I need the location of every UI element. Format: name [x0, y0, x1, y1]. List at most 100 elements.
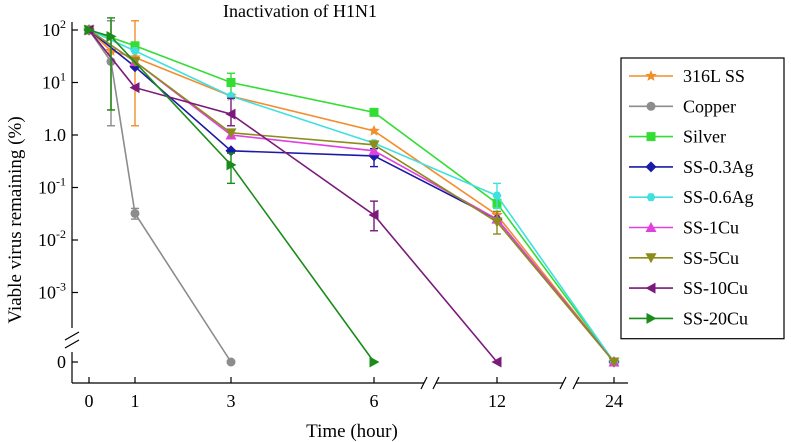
- data-point: [491, 217, 503, 228]
- legend-swatch-marker: [645, 253, 657, 264]
- series-copper: [84, 20, 236, 367]
- legend-item: SS-1Cu: [629, 218, 739, 238]
- data-point: [84, 24, 95, 36]
- x-tick-label: 0: [85, 391, 94, 411]
- y-tick-label-exponent: 1: [60, 70, 66, 84]
- series-line: [88, 29, 615, 363]
- chart-title: Inactivation of H1N1: [223, 1, 377, 21]
- y-tick-label-base: 1.0: [44, 125, 67, 145]
- legend-item: Silver: [629, 127, 726, 147]
- legend-item: 316L SS: [629, 66, 745, 86]
- legend-item: SS-5Cu: [629, 248, 739, 268]
- series-ss-20cu: [84, 17, 380, 368]
- y-axis-break-mark: [64, 331, 80, 341]
- series-ss-0-3ag: [83, 24, 620, 368]
- data-point: [369, 107, 379, 117]
- y-tick-label: 101: [42, 70, 66, 93]
- series-ss-0-6ag: [84, 26, 619, 366]
- y-tick-label-base: 10: [38, 178, 56, 198]
- legend-item: SS-10Cu: [629, 278, 748, 298]
- series-line: [88, 29, 232, 363]
- y-tick-label-base: 0: [57, 352, 66, 372]
- legend-swatch-marker: [646, 101, 656, 111]
- data-point: [608, 357, 620, 368]
- y-tick-label: 10-2: [38, 227, 66, 250]
- legend-swatch-marker: [645, 282, 656, 294]
- series-line: [88, 29, 615, 363]
- legend-label: SS-5Cu: [683, 248, 739, 268]
- legend-swatch-marker: [645, 70, 657, 81]
- legend-label: SS-0.3Ag: [683, 157, 754, 177]
- legend-label: SS-1Cu: [683, 218, 739, 238]
- y-tick-label-exponent: -2: [56, 227, 66, 241]
- series-ss-1cu: [83, 24, 620, 367]
- y-tick-label: 0: [57, 352, 66, 372]
- series-ss-10cu: [83, 24, 502, 368]
- legend-swatch-marker: [645, 161, 657, 173]
- legend-label: SS-20Cu: [683, 308, 748, 328]
- x-axis-break-mark: [559, 376, 567, 390]
- x-tick-label: 6: [370, 391, 379, 411]
- legend-label: 316L SS: [683, 66, 745, 86]
- legend-swatch-marker: [646, 312, 657, 324]
- data-point: [130, 41, 140, 51]
- plot-area: [83, 17, 620, 368]
- y-axis-break-mark: [64, 339, 80, 349]
- data-point: [368, 124, 380, 136]
- series-line: [88, 29, 375, 363]
- series-silver: [84, 25, 619, 367]
- y-tick-label-exponent: 2: [60, 17, 66, 31]
- series-line: [88, 29, 615, 363]
- x-axis-break-mark: [432, 376, 440, 390]
- x-tick-label: 3: [227, 391, 236, 411]
- data-point: [368, 209, 379, 221]
- data-point: [225, 108, 236, 120]
- data-point: [225, 128, 237, 139]
- data-point: [369, 356, 380, 368]
- data-point: [226, 357, 236, 367]
- legend-label: SS-0.6Ag: [683, 187, 754, 207]
- y-tick-label-exponent: -1: [56, 175, 66, 189]
- data-point: [491, 356, 502, 368]
- y-tick-label-exponent: -3: [56, 280, 66, 294]
- y-axis-label: Viable virus remaining (%): [5, 116, 26, 323]
- y-tick-label-base: 10: [38, 283, 56, 303]
- data-point: [130, 208, 140, 218]
- x-tick-label: 1: [131, 391, 140, 411]
- legend-item: SS-0.6Ag: [629, 187, 754, 207]
- y-tick-label-base: 10: [38, 230, 56, 250]
- legend-item: SS-0.3Ag: [629, 157, 754, 177]
- x-axis-label: Time (hour): [306, 421, 398, 442]
- series-316l-ss: [83, 20, 620, 367]
- data-point: [368, 140, 380, 151]
- legend-item: Copper: [629, 96, 736, 116]
- series-ss-5cu: [83, 25, 620, 368]
- y-tick-label-base: 10: [42, 73, 60, 93]
- series-line: [88, 29, 615, 363]
- legend-swatch-marker: [646, 132, 656, 142]
- legend-swatch-marker: [646, 193, 656, 202]
- y-tick-label: 102: [42, 17, 66, 40]
- legend-label: Silver: [683, 127, 726, 147]
- legend-item: SS-20Cu: [629, 308, 748, 328]
- data-point: [492, 191, 502, 200]
- x-axis-break-mark: [420, 376, 428, 390]
- y-tick-label: 10-3: [38, 280, 66, 303]
- y-tick-label: 10-1: [38, 175, 66, 198]
- legend-label: SS-10Cu: [683, 278, 748, 298]
- y-tick-label: 1.0: [44, 125, 67, 145]
- series-line: [88, 29, 615, 363]
- x-axis-break-mark: [572, 376, 580, 390]
- data-point: [226, 159, 237, 171]
- data-point: [226, 78, 236, 87]
- legend-swatch-marker: [645, 222, 657, 232]
- y-tick-label-base: 10: [42, 20, 60, 40]
- legend-label: Copper: [683, 96, 736, 116]
- x-tick-label: 12: [488, 391, 506, 411]
- legend: 316L SS Copper Silver SS-0.3Ag SS-0.6Ag SS-1C…: [620, 57, 785, 340]
- x-tick-label: 24: [605, 391, 623, 411]
- data-point: [130, 46, 140, 55]
- series-line: [88, 29, 615, 363]
